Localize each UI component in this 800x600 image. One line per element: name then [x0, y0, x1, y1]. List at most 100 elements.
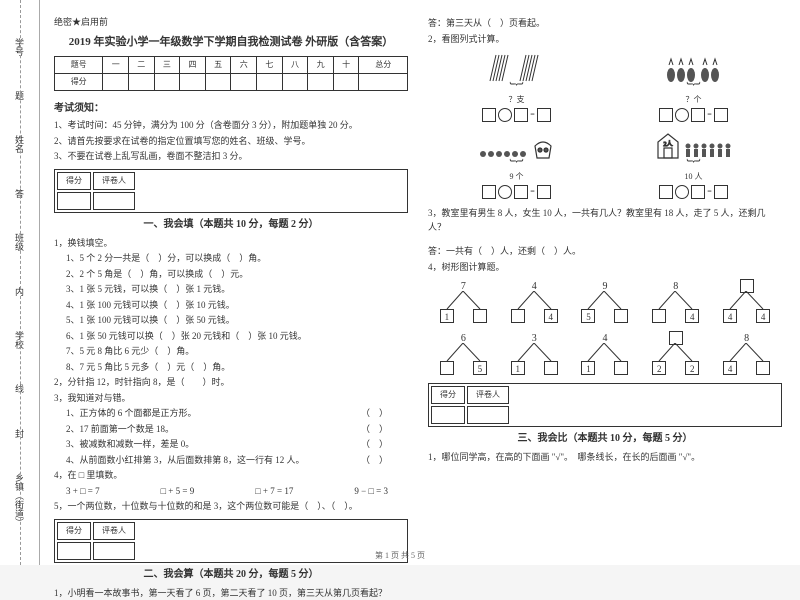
tree-lines-icon	[436, 343, 491, 363]
page-footer: 第 1 页 共 5 页	[0, 550, 800, 561]
th: 题号	[55, 57, 103, 74]
notice-heading: 考试须知：	[54, 101, 408, 116]
house-people-group: 2人 ︸ 10 人	[649, 128, 739, 199]
paren: （ ）	[361, 438, 388, 452]
section-1-title: 一、我会填（本题共 10 分，每题 2 分）	[54, 217, 408, 232]
number-tree: 44	[719, 279, 774, 323]
tree-lines-icon	[719, 343, 774, 363]
tree-right-box: 2	[685, 361, 699, 375]
section-2-title: 二、我会算（本题共 20 分，每题 5 分）	[54, 567, 408, 582]
num-box	[482, 108, 496, 122]
num-box	[714, 185, 728, 199]
th: 七	[257, 57, 283, 74]
number-tree: 95	[577, 279, 632, 323]
expr: □ + 5 = 9	[161, 485, 195, 499]
scorebox-grader: 评卷人	[93, 172, 135, 190]
brace-icon: ︸	[686, 87, 700, 94]
tree-left-box	[652, 309, 666, 323]
score-grader-box-3: 得分 评卷人	[428, 383, 782, 427]
op-row: =	[482, 108, 551, 122]
op-circle	[675, 185, 689, 199]
op-row: =	[659, 108, 728, 122]
num-box	[659, 108, 673, 122]
tree-left-box: 1	[581, 361, 595, 375]
tree-left-box	[511, 309, 525, 323]
tree-lines-icon	[507, 291, 562, 311]
image-row-1: ︸ ？支 =	[428, 51, 782, 122]
scorebox-score: 得分	[57, 172, 91, 190]
notice-line: 1、考试时间：45 分钟，满分为 100 分（含卷面分 3 分），附加题单独 2…	[54, 119, 408, 133]
q1-head: 1，换钱填空。	[54, 237, 408, 251]
scorebox-grader: 评卷人	[467, 386, 509, 404]
brace-icon: ︸	[509, 87, 523, 94]
q1-line: 5、1 张 100 元钱可以换（ ）张 50 元钱。	[54, 314, 408, 328]
tree-right-box	[544, 361, 558, 375]
number-tree: 84	[719, 331, 774, 375]
tree-right-box: 4	[685, 309, 699, 323]
q1-line: 4、1 张 100 元钱可以换（ ）张 10 元钱。	[54, 299, 408, 313]
section-3-title: 三、我会比（本题共 10 分，每题 5 分）	[428, 431, 782, 446]
tree-row-1: 7144958444	[428, 279, 782, 323]
op-row: =	[482, 185, 551, 199]
q4-head: 4，在 □ 里填数。	[54, 469, 408, 483]
number-tree: 31	[507, 331, 562, 375]
q1-line: 6、1 张 50 元钱可以换（ ）张 20 元钱和（ ）张 10 元钱。	[54, 330, 408, 344]
q1-line: 1、5 个 2 分一共是（ ）分，可以换成（ ）角。	[54, 252, 408, 266]
th: 九	[308, 57, 334, 74]
sec3-q1: 1，哪位同学高，在高的下面画 "√"。 哪条线长，在长的后面画 "√"。	[428, 451, 782, 465]
table-row: 题号 一 二 三 四 五 六 七 八 九 十 总分	[55, 57, 408, 74]
td: 得分	[55, 74, 103, 91]
table-row: 得分	[55, 74, 408, 91]
tree-right-box: 5	[473, 361, 487, 375]
pineapple-group: ︸ ？个 =	[659, 51, 728, 122]
label-zhi: ？支	[508, 94, 524, 106]
dash-line	[20, 0, 21, 565]
scorebox-score: 得分	[57, 522, 91, 540]
q1-line: 3、1 张 5 元钱，可以换（ ）张 1 元钱。	[54, 283, 408, 297]
num-box	[514, 108, 528, 122]
q3-line: 2、17 前面第一个数是 18。（ ）	[54, 423, 408, 437]
num-box	[714, 108, 728, 122]
tree-left-box: 1	[511, 361, 525, 375]
op-circle	[675, 108, 689, 122]
left-column: 绝密★启用前 2019 年实验小学一年级数学下学期自我检测试卷 外研版（含答案）…	[54, 16, 408, 557]
right-column: 答：第三天从（ ）页看起。 2，看图列式计算。 ︸ ？支 =	[428, 16, 782, 557]
pens-icon	[486, 51, 546, 87]
q3-text: 3，教室里有男生 8 人，女生 10 人，一共有几人？教室里有 18 人，走了 …	[428, 207, 782, 234]
expr: 9 − □ = 3	[354, 485, 388, 499]
tree-lines-icon	[436, 291, 491, 311]
content-columns: 绝密★启用前 2019 年实验小学一年级数学下学期自我检测试卷 外研版（含答案）…	[40, 0, 800, 565]
tree-left-box: 4	[723, 361, 737, 375]
num-box	[482, 185, 496, 199]
sec2-q1: 1，小明看一本故事书，第一天看了 6 页，第二天看了 10 页，第三天从第几页看…	[54, 587, 408, 600]
pineapples-icon	[663, 51, 723, 87]
th: 八	[282, 57, 308, 74]
number-tree: 65	[436, 331, 491, 375]
scorebox-score: 得分	[431, 386, 465, 404]
tree-right-box	[614, 309, 628, 323]
q1-line: 8、7 元 5 角比 5 元多（ ）元（ ）角。	[54, 361, 408, 375]
number-tree: 41	[577, 331, 632, 375]
number-tree: 84	[648, 279, 703, 323]
label-10ren: 10 人	[685, 171, 703, 183]
secret-label: 绝密★启用前	[54, 16, 408, 30]
tree-lines-icon	[719, 291, 774, 311]
expr: 3 + □ = 7	[66, 485, 100, 499]
paren: （ ）	[361, 454, 388, 468]
q4-tree-head: 4，树形图计算题。	[428, 261, 782, 275]
expr: □ + 7 = 17	[255, 485, 293, 499]
q3-line: 4、从前面数小红排第 3，从后面数排第 8，这一行有 12 人。（ ）	[54, 454, 408, 468]
num-box	[537, 108, 551, 122]
th: 六	[231, 57, 257, 74]
q1-line: 2、2 个 5 角是（ ）角，可以换成（ ）元。	[54, 268, 408, 282]
tree-right-box: 4	[756, 309, 770, 323]
tree-right-box	[756, 361, 770, 375]
th: 五	[205, 57, 231, 74]
tree-lines-icon	[577, 343, 632, 363]
score-table: 题号 一 二 三 四 五 六 七 八 九 十 总分 得分	[54, 56, 408, 91]
tree-left-box: 4	[723, 309, 737, 323]
th: 一	[103, 57, 129, 74]
apples-basket-icon	[472, 128, 562, 164]
pen-group: ︸ ？支 =	[482, 51, 551, 122]
scorebox-grader: 评卷人	[93, 522, 135, 540]
